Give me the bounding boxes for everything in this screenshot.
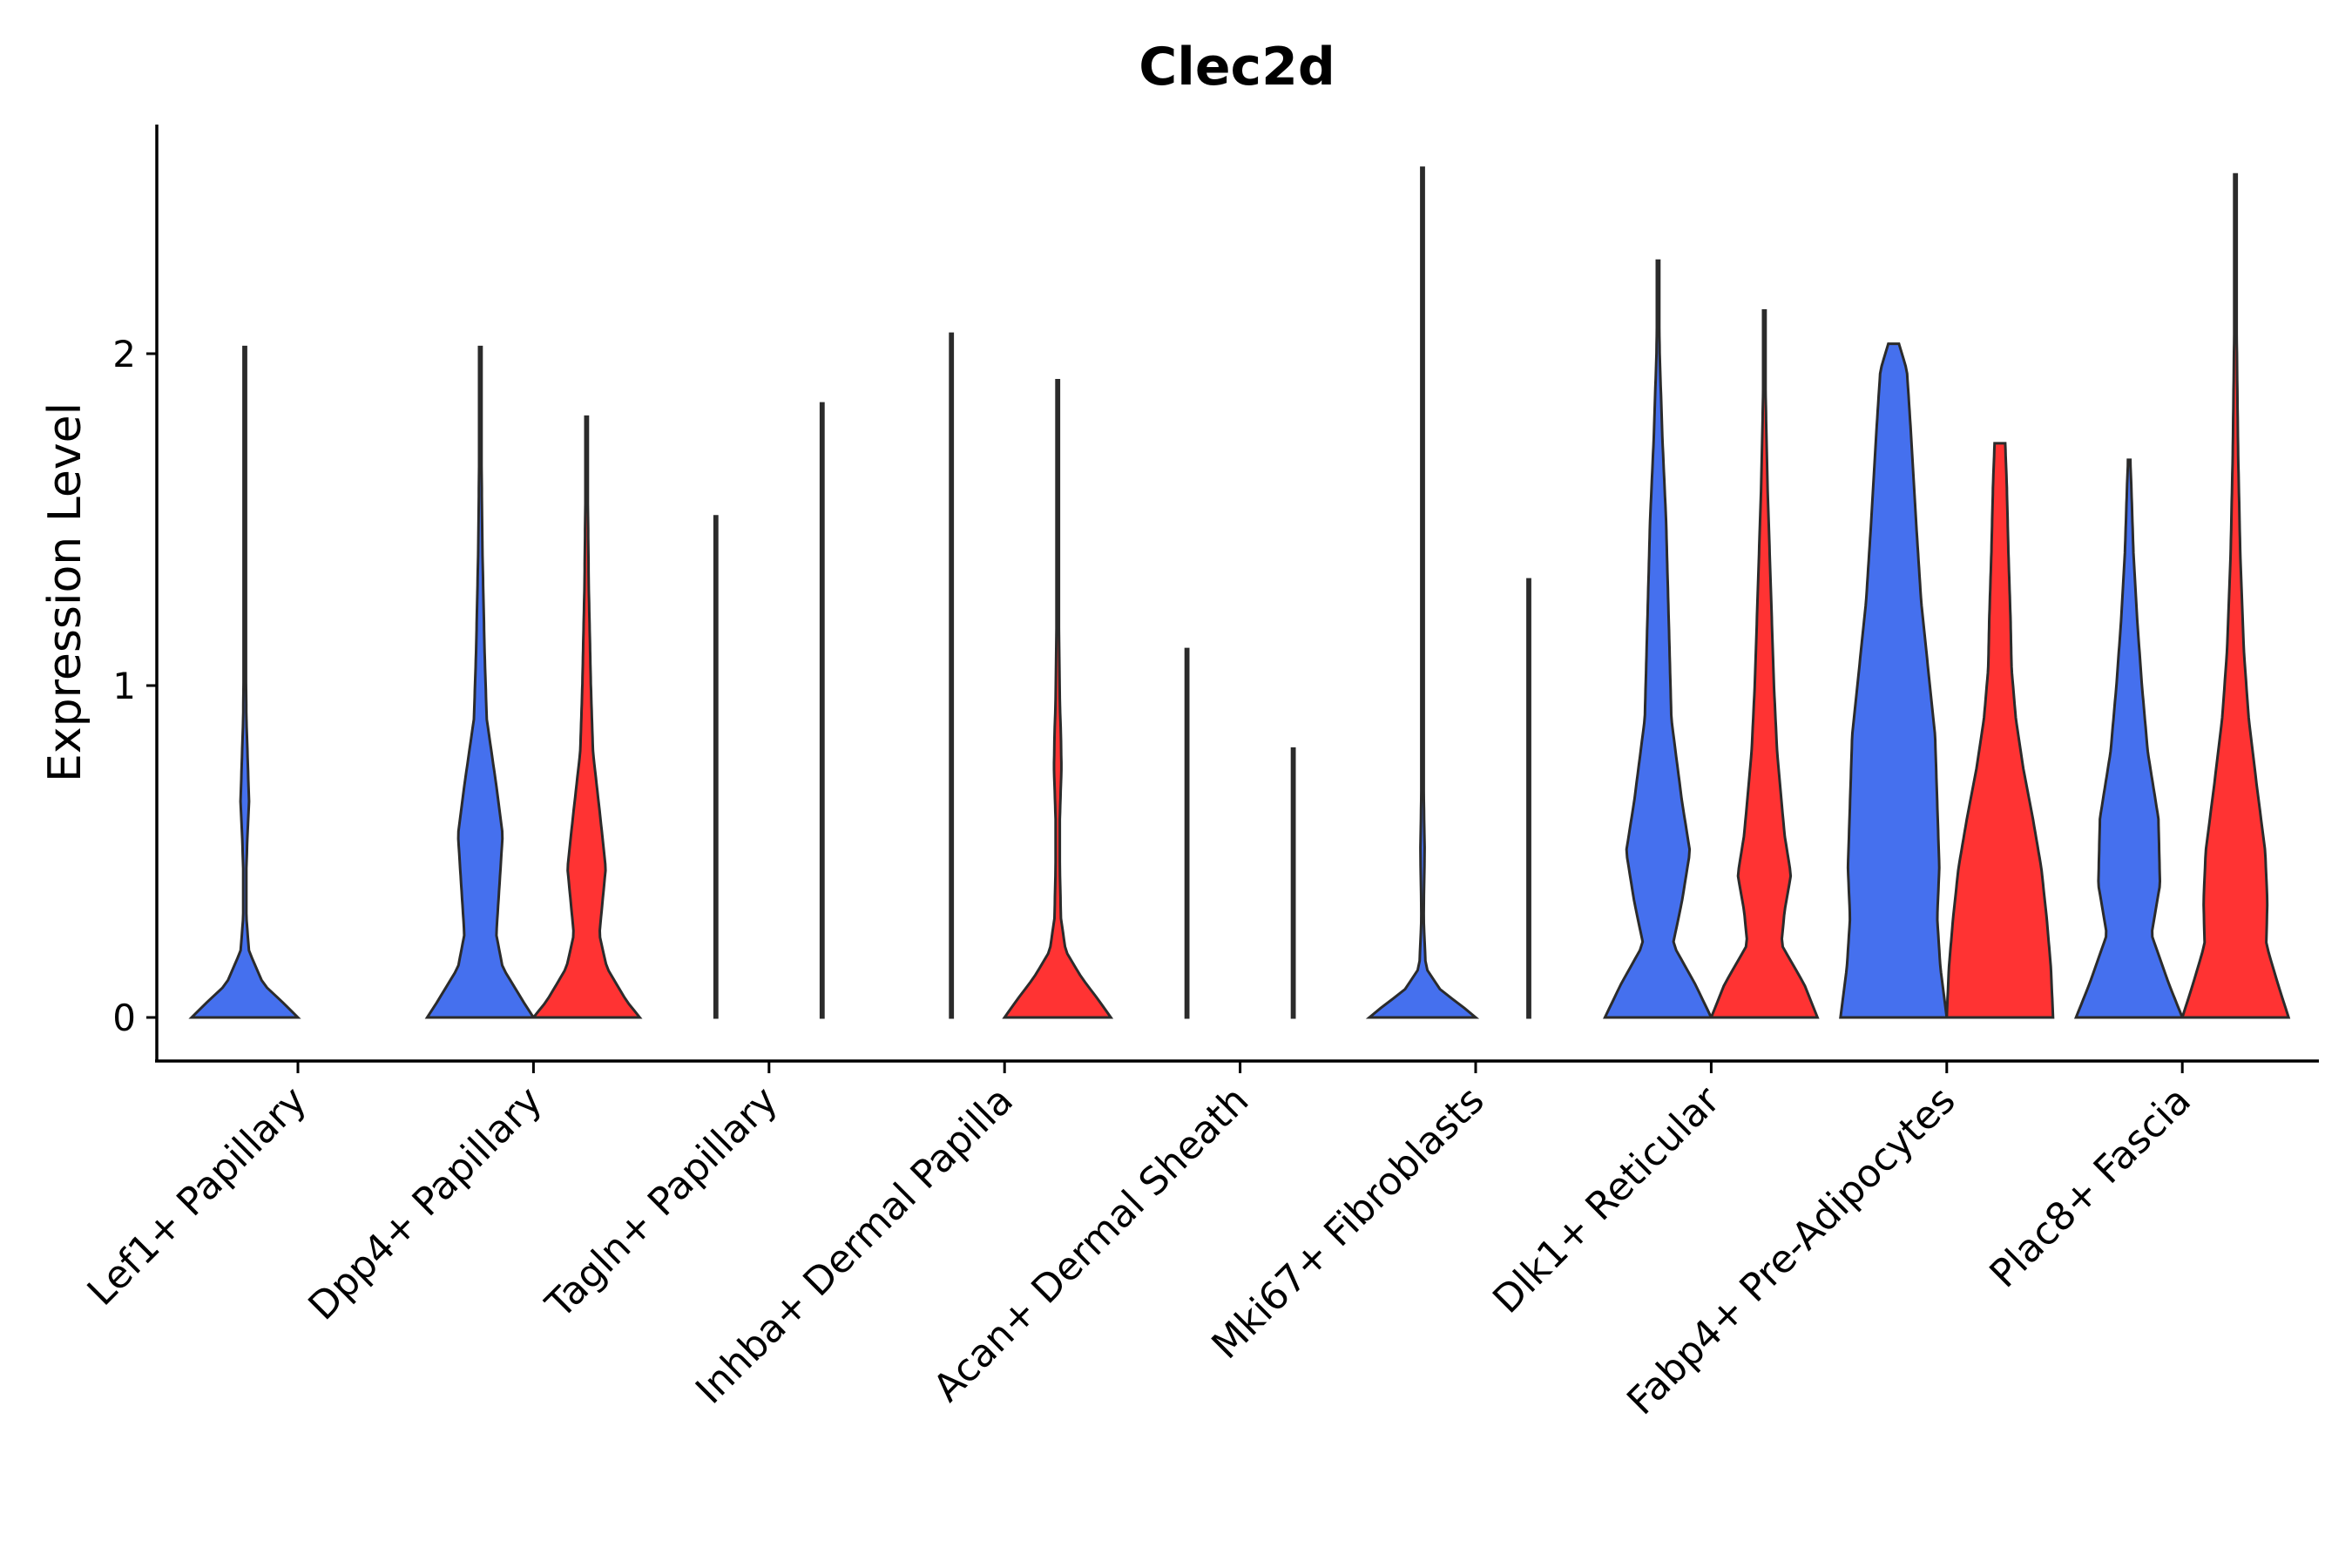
violin-red-dpp4-papillary: [531, 415, 643, 1019]
axes-group: [155, 125, 2319, 1063]
y-ticks-group: 0 1 2: [112, 333, 157, 1039]
violin-red-inhba-dermal-papilla: [1002, 379, 1114, 1019]
x-category-label: Plac8+ Fascia: [1981, 1078, 2200, 1297]
y-tick-label: 2: [112, 333, 136, 375]
x-category-label: Mki67+ Fibroblasts: [1203, 1078, 1492, 1368]
violin-blue-plac8-fascia: [2073, 458, 2185, 1019]
x-category-label: Dpp4+ Papillary: [301, 1078, 551, 1329]
y-tick-label: 0: [112, 997, 136, 1039]
violin-blue-dlk1-reticular: [1603, 259, 1713, 1019]
violin-blue-tagln-papillary: [713, 515, 719, 1019]
violin-blue-fabp4-pre-adipocytes: [1839, 342, 1949, 1019]
violin-red-fabp4-pre-adipocytes: [1945, 442, 2055, 1019]
violin-blue-inhba-dermal-papilla: [949, 332, 955, 1019]
violin-red-dlk1-reticular: [1709, 309, 1820, 1019]
violin-blue-lef1-papillary: [188, 345, 301, 1019]
chart-title: Clec2d: [1139, 37, 1335, 98]
violin-red-plac8-fascia: [2180, 172, 2291, 1019]
violin-red-mki67-fibroblasts: [1526, 578, 1531, 1019]
y-axis-label: Expression Level: [39, 402, 91, 782]
x-category-label: Dlk1+ Reticular: [1484, 1078, 1729, 1322]
violin-blue-mki67-fibroblasts: [1365, 166, 1480, 1019]
x-category-label: Tagln+ Papillary: [537, 1078, 786, 1328]
x-category-label: Lef1+ Papillary: [79, 1078, 315, 1315]
violin-red-tagln-papillary: [819, 402, 825, 1019]
violin-red-acan-dermal-sheath: [1290, 747, 1296, 1019]
violins-group: [188, 166, 2291, 1019]
violin-blue-dpp4-papillary: [424, 345, 537, 1019]
violin-blue-acan-dermal-sheath: [1184, 647, 1190, 1019]
y-tick-label: 1: [112, 665, 136, 707]
